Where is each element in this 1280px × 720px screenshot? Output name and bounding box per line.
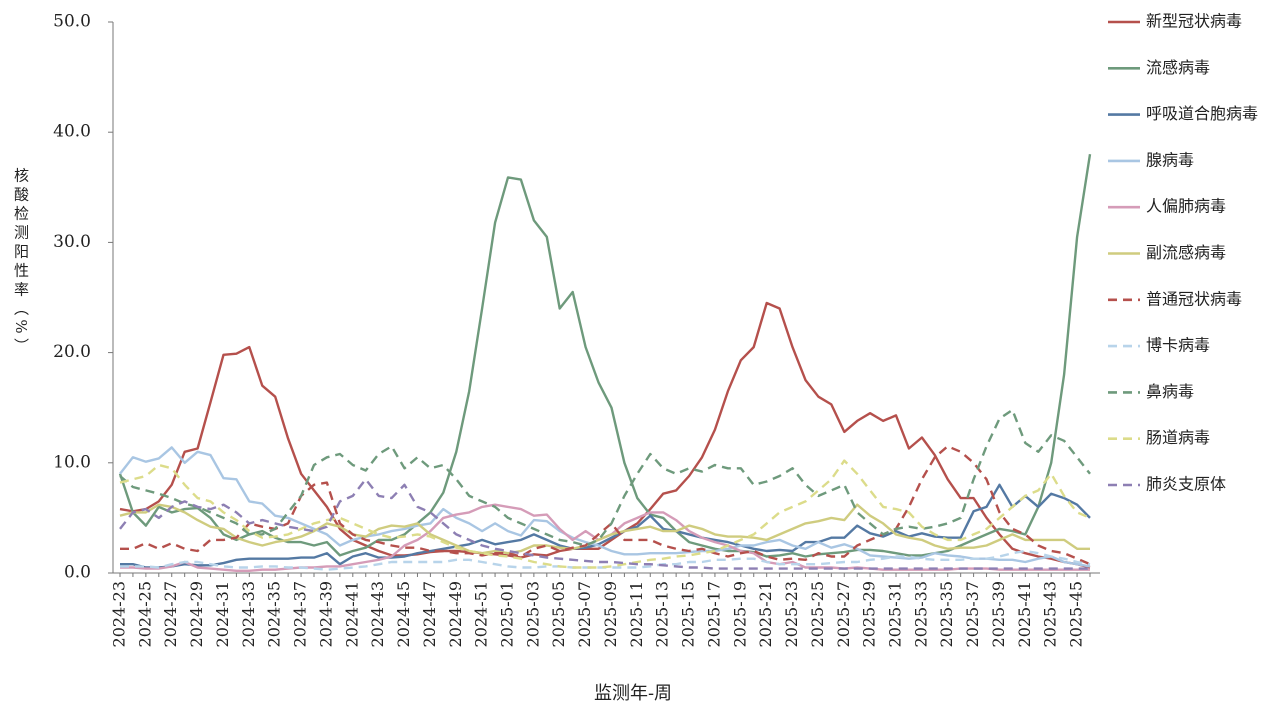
x-tick-label: 2024-25: [135, 581, 154, 647]
y-tick-label: 10.0: [53, 452, 91, 472]
legend-label: 新型冠状病毒: [1146, 12, 1242, 31]
x-tick-label: 2024-37: [291, 581, 310, 647]
legend-label: 普通冠状病毒: [1146, 289, 1242, 308]
x-tick-label: 2025-11: [627, 581, 646, 647]
x-tick-label: 2024-45: [394, 581, 413, 647]
x-tick-label: 2025-19: [730, 581, 749, 647]
y-tick-label: 20.0: [53, 342, 91, 362]
legend-label: 副流感病毒: [1146, 243, 1226, 262]
legend-label: 肠道病毒: [1146, 428, 1210, 447]
x-tick-label: 2025-45: [1067, 581, 1086, 647]
y-tick-label: 50.0: [53, 12, 91, 32]
x-tick-label: 2024-41: [342, 581, 361, 647]
y-tick-label: 0.0: [64, 563, 91, 583]
x-tick-label: 2025-05: [549, 581, 568, 647]
x-tick-label: 2025-07: [575, 581, 594, 647]
x-tick-label: 2024-29: [187, 581, 206, 647]
x-tick-label: 2025-09: [601, 581, 620, 647]
x-tick-label: 2024-33: [239, 581, 258, 647]
x-tick-label: 2025-23: [782, 581, 801, 647]
legend-label: 流感病毒: [1146, 58, 1210, 77]
x-tick-label: 2025-17: [704, 581, 723, 647]
x-tick-label: 2024-39: [316, 581, 335, 647]
x-tick-label: 2025-03: [523, 581, 542, 647]
legend-label: 腺病毒: [1146, 150, 1194, 169]
series-line: [120, 445, 1091, 566]
legend-label: 博卡病毒: [1146, 336, 1210, 355]
x-tick-label: 2025-39: [989, 581, 1008, 647]
x-tick-label: 2025-37: [963, 581, 982, 647]
series-line: [119, 503, 1090, 555]
x-tick-label: 2024-31: [213, 581, 232, 647]
x-tick-label: 2025-33: [911, 581, 930, 647]
legend-label: 肺炎支原体: [1146, 475, 1226, 494]
legend-label: 人偏肺病毒: [1146, 197, 1226, 216]
legend-label: 鼻病毒: [1146, 382, 1194, 401]
x-tick-label: 2024-23: [110, 581, 129, 647]
legend-label: 呼吸道合胞病毒: [1146, 104, 1258, 123]
series-line: [119, 301, 1091, 569]
y-axis-title: 核酸检测阳性率（%）: [12, 167, 30, 356]
y-tick-label: 40.0: [53, 122, 91, 142]
x-tick-label: 2025-35: [937, 581, 956, 647]
series-line: [119, 446, 1091, 568]
x-tick-label: 2025-01: [498, 581, 517, 647]
series-line: [119, 459, 1091, 569]
x-tick-label: 2025-29: [860, 581, 879, 647]
x-tick-label: 2025-43: [1041, 581, 1060, 647]
x-tick-label: 2024-43: [368, 581, 387, 647]
x-tick-label: 2024-35: [265, 581, 284, 647]
x-tick-label: 2025-25: [808, 581, 827, 647]
x-tick-label: 2025-41: [1015, 581, 1034, 647]
series-line: [119, 478, 1090, 570]
series-line: [118, 154, 1092, 558]
x-tick-label: 2025-21: [756, 581, 775, 647]
x-tick-label: 2025-31: [886, 581, 905, 647]
y-tick-label: 30.0: [53, 232, 91, 252]
x-tick-label: 2024-49: [446, 581, 465, 647]
x-tick-label: 2025-15: [679, 581, 698, 647]
x-tick-label: 2025-13: [653, 581, 672, 647]
x-tick-label: 2024-47: [420, 581, 439, 647]
series-line: [119, 408, 1091, 547]
x-tick-label: 2024-27: [161, 581, 180, 647]
series-line: [120, 483, 1091, 569]
x-axis-title: 监测年-周: [594, 683, 672, 704]
x-tick-label: 2024-51: [472, 581, 491, 647]
x-tick-label: 2025-27: [834, 581, 853, 647]
